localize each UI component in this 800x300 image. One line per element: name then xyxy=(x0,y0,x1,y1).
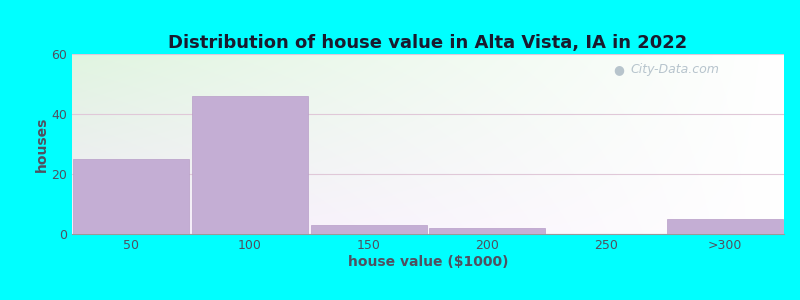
Text: City-Data.com: City-Data.com xyxy=(631,63,720,76)
Bar xyxy=(73,159,190,234)
Bar xyxy=(192,96,308,234)
Bar xyxy=(429,228,546,234)
Title: Distribution of house value in Alta Vista, IA in 2022: Distribution of house value in Alta Vist… xyxy=(168,34,688,52)
Bar xyxy=(666,219,783,234)
Text: ●: ● xyxy=(613,63,624,76)
Y-axis label: houses: houses xyxy=(34,116,49,172)
Bar xyxy=(310,225,427,234)
X-axis label: house value ($1000): house value ($1000) xyxy=(348,255,508,268)
